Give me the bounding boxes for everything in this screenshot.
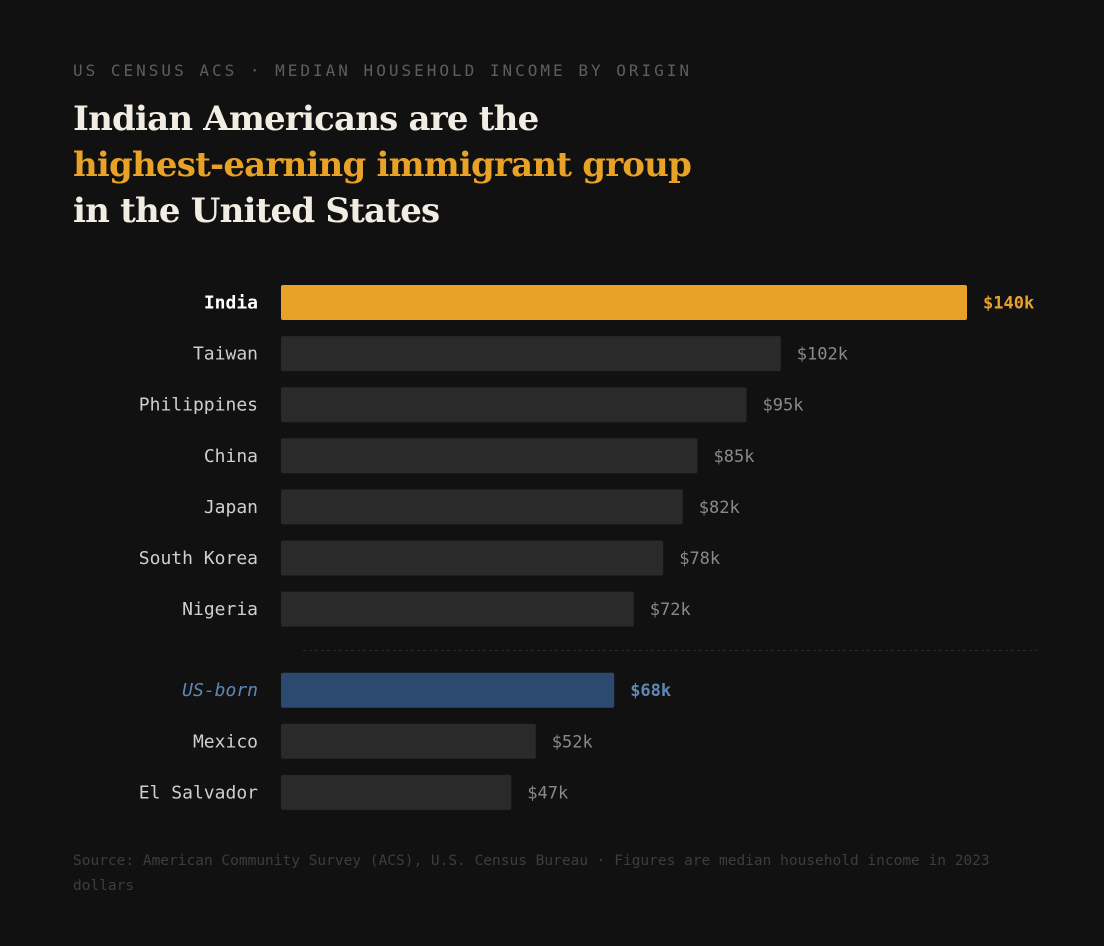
category-label-taiwan: Taiwan (193, 344, 258, 365)
category-label-china: China (204, 446, 258, 467)
category-label-philippines: Philippines (139, 395, 258, 416)
bar-group-el-salvador: El Salvador $47k (139, 774, 568, 810)
bar-nigeria (281, 591, 634, 627)
value-label-us-born: $68k (630, 681, 671, 701)
headline-line-1: Indian Americans are the (73, 99, 539, 139)
bar-group-taiwan: Taiwan $102k (193, 336, 848, 372)
value-label-taiwan: $102k (797, 345, 848, 365)
category-label-south-korea: South Korea (139, 548, 258, 569)
headline-line-2-highlight: highest-earning immigrant group (73, 145, 692, 185)
source-note: Source: American Community Survey (ACS),… (73, 853, 990, 894)
bar-group-mexico: Mexico $52k (193, 723, 593, 759)
bar-group-nigeria: Nigeria $72k (182, 591, 691, 627)
category-label-el-salvador: El Salvador (139, 782, 258, 803)
bar-india (281, 285, 967, 320)
bar-group-china: China $85k (204, 438, 755, 474)
value-label-nigeria: $72k (650, 600, 691, 620)
bar-el-salvador (281, 774, 512, 810)
value-label-india: $140k (983, 294, 1034, 314)
value-label-el-salvador: $47k (527, 783, 568, 803)
category-label-nigeria: Nigeria (182, 599, 258, 620)
value-label-mexico: $52k (552, 732, 593, 752)
bar-group-us-born: US-born $68k (182, 672, 671, 708)
category-label-japan: Japan (204, 497, 258, 518)
bar-group-india: India $140k (204, 285, 1034, 320)
chart-kicker: US CENSUS ACS · MEDIAN HOUSEHOLD INCOME … (73, 61, 693, 80)
bar-group-philippines: Philippines $95k (139, 387, 804, 423)
bar-china (281, 438, 698, 474)
value-label-japan: $82k (699, 498, 740, 518)
chart-headline: Indian Americans are the highest-earning… (73, 96, 692, 234)
bar-group-south-korea: South Korea $78k (139, 540, 720, 576)
value-label-china: $85k (714, 447, 755, 467)
bar-taiwan (281, 336, 781, 372)
bar-south-korea (281, 540, 664, 576)
value-label-philippines: $95k (763, 396, 804, 416)
bar-us-born (281, 672, 615, 708)
headline-line-3: in the United States (73, 191, 440, 231)
bar-mexico (281, 723, 536, 759)
category-label-mexico: Mexico (193, 731, 258, 752)
category-label-india: India (204, 293, 258, 314)
value-label-south-korea: $78k (679, 549, 720, 569)
category-label-us-born: US-born (182, 680, 258, 701)
bar-group-japan: Japan $82k (204, 489, 740, 525)
bar-philippines (281, 387, 747, 423)
bar-japan (281, 489, 683, 525)
